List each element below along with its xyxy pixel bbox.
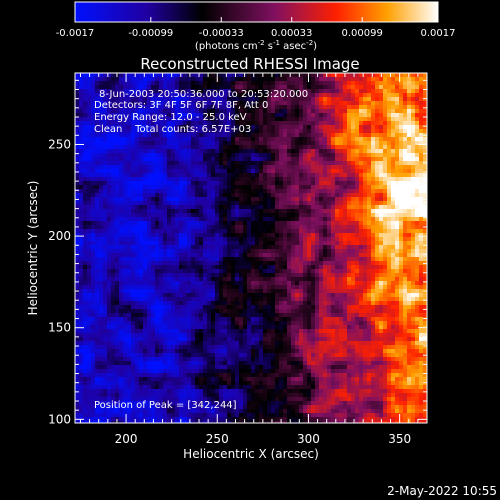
x-tick-label: 300 bbox=[297, 432, 320, 446]
colorbar-tick-label: -0.0017 bbox=[56, 28, 95, 39]
y-tick-label: 200 bbox=[48, 229, 71, 243]
colorbar bbox=[74, 1, 439, 23]
axis-ticks: 200 250 300 350 100 150 200 250 bbox=[48, 73, 427, 446]
timestamp: 2-May-2022 10:55 bbox=[387, 484, 497, 498]
y-tick-label: 250 bbox=[48, 137, 71, 151]
plot-frame bbox=[74, 72, 428, 424]
colorbar-tick-label: 0.0017 bbox=[421, 28, 456, 39]
colorbar-tick-label: 0.00033 bbox=[271, 28, 312, 39]
annotation-peak: Position of Peak = [342,244] bbox=[94, 400, 237, 411]
annotation-detectors: Detectors: 3F 4F 5F 6F 7F 8F, Att 0 bbox=[94, 100, 268, 111]
annotation-energy: Energy Range: 12.0 - 25.0 keV bbox=[94, 112, 247, 123]
annotation-clean: Clean Total counts: 6.57E+03 bbox=[94, 124, 251, 135]
y-axis-label: Heliocentric Y (arcsec) bbox=[26, 181, 40, 316]
x-tick-label: 350 bbox=[388, 432, 411, 446]
heatmap bbox=[75, 73, 427, 423]
x-tick-label: 250 bbox=[206, 432, 229, 446]
x-tick-label: 200 bbox=[115, 432, 138, 446]
colorbar-tick-label: -0.00099 bbox=[128, 28, 173, 39]
annotation-block: 8-Jun-2003 20:50:36.000 to 20:53:20.000 … bbox=[94, 89, 308, 135]
colorbar-tick-label: 0.00099 bbox=[342, 28, 383, 39]
y-tick-label: 150 bbox=[48, 321, 71, 335]
chart-title: Reconstructed RHESSI Image bbox=[140, 55, 359, 73]
x-axis-label: Heliocentric X (arcsec) bbox=[183, 447, 319, 461]
y-tick-label: 100 bbox=[48, 412, 71, 426]
colorbar-unit-label: (photons cm-2 s-1 asec-2) bbox=[195, 39, 317, 52]
colorbar-tick-label: -0.00033 bbox=[199, 28, 244, 39]
annotation-time: 8-Jun-2003 20:50:36.000 to 20:53:20.000 bbox=[99, 89, 308, 100]
colorbar-ticks: -0.0017 -0.00099 -0.00033 0.00033 0.00099 0.0… bbox=[56, 17, 456, 39]
